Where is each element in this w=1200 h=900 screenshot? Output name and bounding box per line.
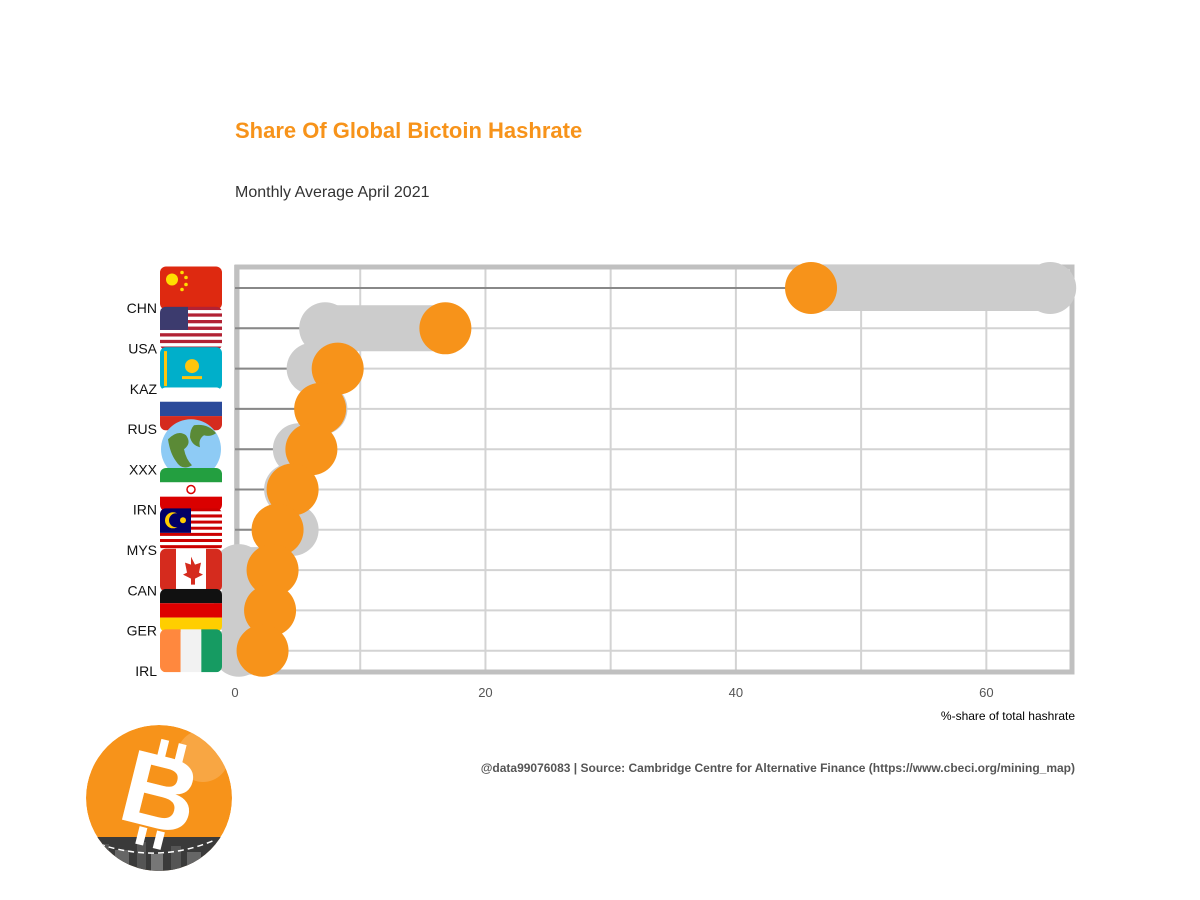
chart-title: Share Of Global Bictoin Hashrate — [235, 118, 583, 143]
source-caption: @data99076083 | Source: Cambridge Centre… — [480, 761, 1075, 775]
canada-flag-icon — [160, 548, 222, 592]
category-label: GER — [127, 623, 157, 639]
current-value-point — [285, 423, 338, 476]
current-value-point — [244, 584, 297, 637]
category-label: KAZ — [130, 381, 158, 397]
x-tick-label: 20 — [478, 685, 492, 700]
x-tick-label: 40 — [729, 685, 743, 700]
globe-icon — [161, 419, 221, 480]
china-flag-icon — [160, 266, 222, 310]
current-value-point — [236, 624, 289, 677]
category-label: MYS — [127, 542, 157, 558]
kazakhstan-flag-icon — [160, 347, 222, 391]
malaysia-flag-icon — [160, 508, 222, 552]
category-label: IRN — [133, 502, 157, 518]
x-tick-label: 60 — [979, 685, 993, 700]
iran-flag-icon — [160, 468, 222, 511]
category-label: RUS — [127, 421, 157, 437]
previous-value-point — [1024, 262, 1077, 314]
x-tick-label: 0 — [231, 685, 238, 700]
previous-value-point — [299, 302, 352, 355]
x-axis-label: %-share of total hashrate — [940, 709, 1075, 723]
current-value-point — [785, 262, 838, 314]
usa-flag-icon — [160, 306, 222, 350]
germany-flag-icon — [160, 588, 222, 632]
current-value-point — [246, 544, 299, 597]
category-label: USA — [128, 340, 157, 356]
bitcoin-logo-icon: B — [86, 725, 232, 871]
category-label: XXX — [129, 461, 158, 477]
current-value-point — [419, 302, 472, 355]
category-label: CAN — [127, 582, 157, 598]
plot-frame — [234, 264, 1075, 675]
current-value-point — [266, 463, 319, 516]
category-label: CHN — [127, 300, 157, 316]
ireland-flag-icon — [160, 629, 222, 673]
chart-subtitle: Monthly Average April 2021 — [235, 184, 430, 201]
current-value-point — [294, 382, 347, 435]
category-label: IRL — [135, 663, 157, 679]
current-value-point — [311, 342, 364, 395]
current-value-point — [251, 503, 304, 556]
